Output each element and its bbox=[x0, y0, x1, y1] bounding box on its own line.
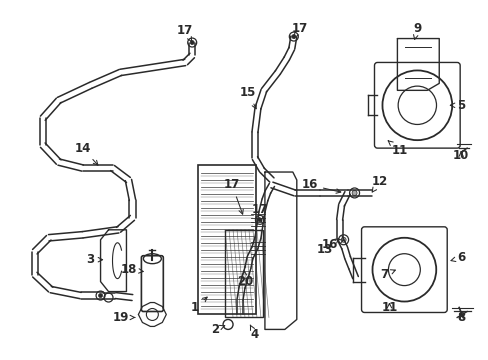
Bar bbox=[198, 165, 255, 315]
Text: 6: 6 bbox=[450, 251, 465, 264]
Text: 15: 15 bbox=[239, 86, 256, 109]
Text: 18: 18 bbox=[120, 263, 143, 276]
Circle shape bbox=[341, 237, 346, 242]
Circle shape bbox=[258, 218, 262, 222]
Text: 3: 3 bbox=[86, 253, 102, 266]
Text: 7: 7 bbox=[380, 268, 394, 281]
Text: 9: 9 bbox=[412, 22, 421, 39]
Text: 4: 4 bbox=[250, 325, 259, 341]
Text: 19: 19 bbox=[112, 311, 134, 324]
Bar bbox=[224, 230, 263, 318]
Text: 14: 14 bbox=[74, 141, 98, 165]
Text: 2: 2 bbox=[211, 323, 224, 336]
Text: 1: 1 bbox=[191, 297, 207, 314]
Text: 11: 11 bbox=[387, 141, 407, 157]
Circle shape bbox=[291, 35, 295, 39]
Text: 16: 16 bbox=[321, 238, 343, 251]
Text: 20: 20 bbox=[236, 271, 253, 288]
Text: 8: 8 bbox=[456, 311, 465, 324]
Text: 12: 12 bbox=[370, 175, 387, 192]
Circle shape bbox=[99, 293, 102, 298]
Text: 13: 13 bbox=[316, 239, 338, 256]
Circle shape bbox=[190, 41, 194, 45]
Text: 5: 5 bbox=[449, 99, 465, 112]
Text: 17: 17 bbox=[224, 179, 243, 214]
Circle shape bbox=[351, 190, 356, 195]
Text: 17: 17 bbox=[251, 203, 267, 222]
Text: 11: 11 bbox=[381, 301, 397, 314]
Text: 16: 16 bbox=[301, 179, 340, 193]
Text: 17: 17 bbox=[291, 22, 307, 38]
Text: 17: 17 bbox=[177, 24, 193, 42]
Text: 10: 10 bbox=[452, 149, 468, 162]
